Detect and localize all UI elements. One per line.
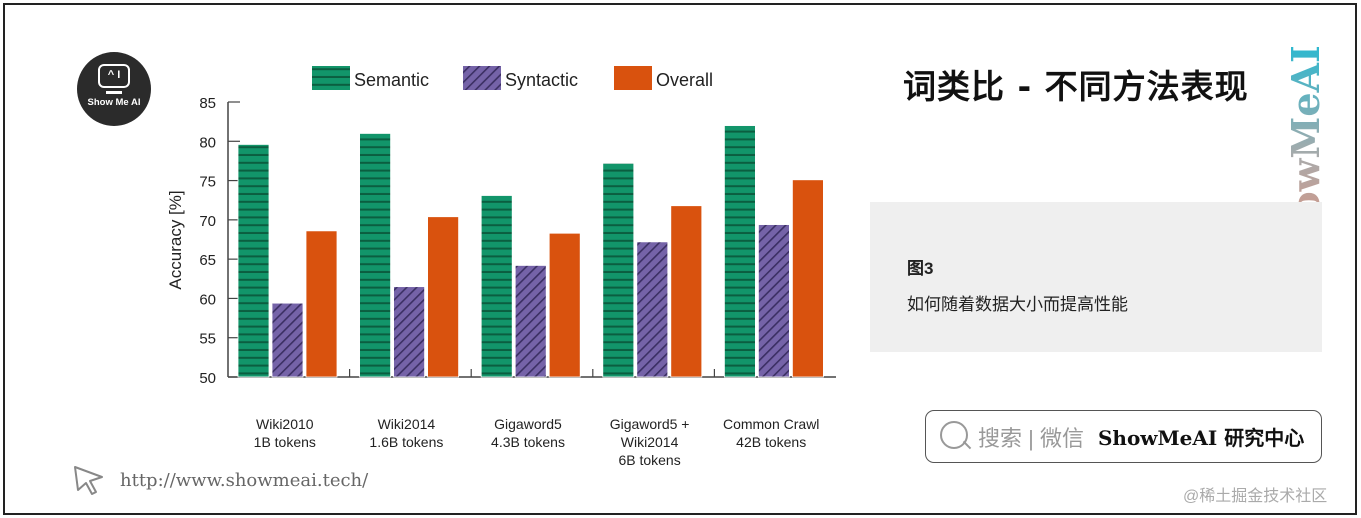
figure-description: 如何随着数据大小而提高性能 <box>907 295 1128 314</box>
bar-semantic <box>359 133 392 378</box>
legend-swatch-semantic <box>312 66 350 90</box>
x-tick-label: Gigaword5 <box>494 416 562 432</box>
y-tick-label: 75 <box>199 174 216 191</box>
monitor-icon: ^ I <box>98 64 130 88</box>
y-axis-label: Accuracy [%] <box>166 190 185 289</box>
bar-semantic <box>480 195 513 378</box>
x-tick-label: Common Crawl <box>723 416 819 432</box>
x-tick-label: 1B tokens <box>254 434 316 450</box>
x-tick-label: Wiki2014 <box>621 434 679 450</box>
bar-overall <box>792 179 824 378</box>
y-tick-label: 50 <box>199 370 216 387</box>
bar-syntactic <box>758 224 790 378</box>
bar-syntactic <box>514 265 547 378</box>
x-tick-label: 1.6B tokens <box>369 434 443 450</box>
bar-syntactic <box>636 241 669 378</box>
x-tick-label: Wiki2014 <box>378 416 436 432</box>
source-credit: @稀土掘金技术社区 <box>1183 488 1328 505</box>
legend-label: Syntactic <box>505 70 578 90</box>
legend-swatch-overall <box>614 66 652 90</box>
y-tick-label: 80 <box>199 134 216 151</box>
bar-overall <box>548 232 581 378</box>
search-brand: ShowMeAI 研究中心 <box>1097 426 1305 450</box>
bar-semantic <box>724 125 756 378</box>
x-tick-label: Wiki2010 <box>256 416 314 432</box>
x-tick-label: 6B tokens <box>618 452 680 468</box>
slide-frame <box>3 3 1357 515</box>
website-link[interactable]: http://www.showmeai.tech/ <box>72 464 368 496</box>
search-label: 搜索 | 微信 <box>978 425 1084 451</box>
legend-swatch-syntactic <box>463 66 501 90</box>
bar-chart: 50 55 60 65 70 75 80 85 Accuracy [%] Wiki2010 1B t… <box>166 66 836 468</box>
y-tick-label: 70 <box>199 213 216 230</box>
showmeai-logo: ^ I Show Me AI <box>77 52 151 126</box>
logo-text: Show Me AI <box>87 97 141 108</box>
figure-label: 图3 <box>907 259 934 278</box>
search-box[interactable]: 搜索 | 微信 ShowMeAI 研究中心 <box>925 410 1322 463</box>
website-url[interactable]: http://www.showmeai.tech/ <box>120 469 369 491</box>
bar-semantic <box>237 144 270 378</box>
bar-overall <box>670 205 703 378</box>
y-tick-label: 60 <box>199 291 216 308</box>
x-tick-label: Gigaword5 + <box>610 416 690 432</box>
bar-semantic <box>602 162 635 378</box>
x-tick-label: 4.3B tokens <box>491 434 565 450</box>
monitor-stand <box>106 91 122 94</box>
search-icon <box>940 420 972 453</box>
x-tick-label: 42B tokens <box>736 434 806 450</box>
legend-label: Semantic <box>354 70 429 90</box>
y-tick-label: 65 <box>199 252 216 269</box>
bar-overall <box>427 216 460 378</box>
bar-syntactic <box>393 286 426 378</box>
legend-label: Overall <box>656 70 713 90</box>
y-tick-label: 85 <box>199 95 216 112</box>
y-tick-label: 55 <box>199 331 216 348</box>
bar-overall <box>305 230 338 378</box>
figure-caption-card: 图3 如何随着数据大小而提高性能 <box>870 202 1322 352</box>
bar-syntactic <box>271 302 304 378</box>
slide-title: 词类比 - 不同方法表现 <box>903 67 1249 106</box>
cursor-arrow-icon <box>74 466 103 495</box>
